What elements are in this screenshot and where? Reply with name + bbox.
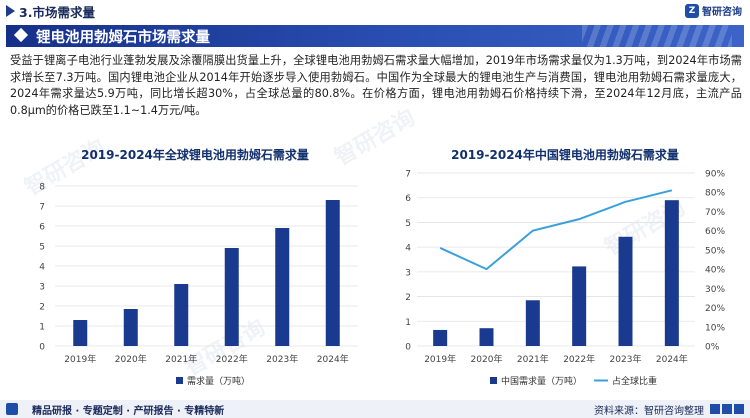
y-right-tick-label: 10% [705,323,725,333]
bar-global-demand [174,284,189,346]
y-left-tick-label: 1 [405,318,411,328]
y-tick-label: 8 [39,183,45,193]
y-left-tick-label: 5 [405,219,411,229]
x-tick-label: 2019年 [64,353,96,365]
footer-logo-icon [6,403,18,415]
x-tick-label: 2020年 [115,353,147,365]
legend-swatch-bar [490,377,497,384]
y-right-tick-label: 40% [705,266,725,276]
china-demand-chart: 012345670%10%20%30%40%50%60%70%80%90%201… [405,170,725,388]
y-right-tick-label: 50% [705,246,725,256]
x-tick-label: 2023年 [266,353,298,365]
bar-china-demand [525,300,540,346]
legend-swatch [176,377,183,384]
bar-china-demand [479,328,494,346]
bar-global-demand [73,320,88,346]
y-tick-label: 6 [39,223,45,233]
chart-title-global: 2019-2024年全球锂电池用勃姆石需求量 [81,148,309,162]
x-tick-label: 2021年 [165,353,197,365]
y-tick-label: 3 [39,283,45,293]
y-left-tick-label: 4 [405,244,411,254]
chart-title-china: 2019-2024年中国锂电池用勃姆石需求量 [451,148,679,162]
share-line [439,189,673,271]
y-tick-label: 1 [39,323,45,333]
legend-label-line: 占全球比重 [612,375,657,387]
diamond-icon [13,27,29,43]
y-right-tick-label: 60% [705,227,725,237]
y-left-tick-label: 2 [405,293,411,303]
brand-name: 智研咨询 [702,7,742,18]
y-left-tick-label: 6 [405,194,411,204]
x-tick-label: 2019年 [424,353,456,365]
y-right-tick-label: 70% [705,208,725,218]
y-right-tick-label: 30% [705,285,725,295]
bar-global-demand [325,200,340,346]
bar-global-demand [123,309,138,346]
bar-china-demand [664,200,679,346]
bar-global-demand [275,228,290,346]
y-tick-label: 2 [39,303,45,313]
y-right-tick-label: 80% [705,189,725,199]
intro-paragraph: 受益于锂离子电池行业蓬勃发展及涂覆隔膜出货量上升，全球锂电池用勃姆石需求量大幅增… [10,54,742,117]
legend-label-bar: 中国需求量（万吨） [501,375,582,387]
y-right-tick-label: 0% [705,343,720,353]
y-right-tick-label: 90% [705,170,725,180]
y-tick-label: 0 [39,343,45,353]
x-tick-label: 2024年 [317,353,349,365]
footer: 精品研报 · 专题定制 · 产研报告 · 专精特新 资料来源：智研咨询整理 [0,400,750,418]
section-title: 3.市场需求量 [19,5,95,20]
y-tick-label: 5 [39,243,45,253]
y-tick-label: 7 [39,203,45,213]
brand-logo-icon: Z [685,3,699,18]
banner-stripes [582,25,732,47]
bar-china-demand [572,266,587,346]
section-triangle-icon [6,5,15,17]
x-tick-label: 2020年 [471,353,503,365]
legend-label: 需求量（万吨） [187,375,250,387]
x-tick-label: 2022年 [563,353,595,365]
brand: Z 智研咨询 [685,3,742,18]
x-tick-label: 2023年 [610,353,642,365]
global-demand-chart: 0 1 2 3 4 5 6 7 8 2019年 2020年 2021年 2022年 2023年 2024年需… [39,183,358,387]
bar-global-demand [224,248,239,346]
x-tick-label: 2024年 [656,353,688,365]
x-tick-label: 2022年 [216,353,248,365]
footer-source: 资料来源：智研咨询整理 [594,406,704,417]
title-banner: 锂电池用勃姆石市场需求量 [6,25,744,47]
y-left-tick-label: 3 [405,268,411,278]
footer-tagline: 精品研报 · 专题定制 · 产研报告 · 专精特新 [32,406,225,417]
bar-china-demand [618,236,633,346]
y-left-tick-label: 0 [405,343,411,353]
bar-china-demand [433,329,448,346]
y-left-tick-label: 7 [405,170,411,180]
y-tick-label: 4 [39,263,45,273]
footer-blocks [710,404,744,414]
x-tick-label: 2021年 [517,353,549,365]
top-bar: 3.市场需求量 Z 智研咨询 [0,0,750,22]
banner-title: 锂电池用勃姆石市场需求量 [36,30,210,46]
y-right-tick-label: 20% [705,304,725,314]
